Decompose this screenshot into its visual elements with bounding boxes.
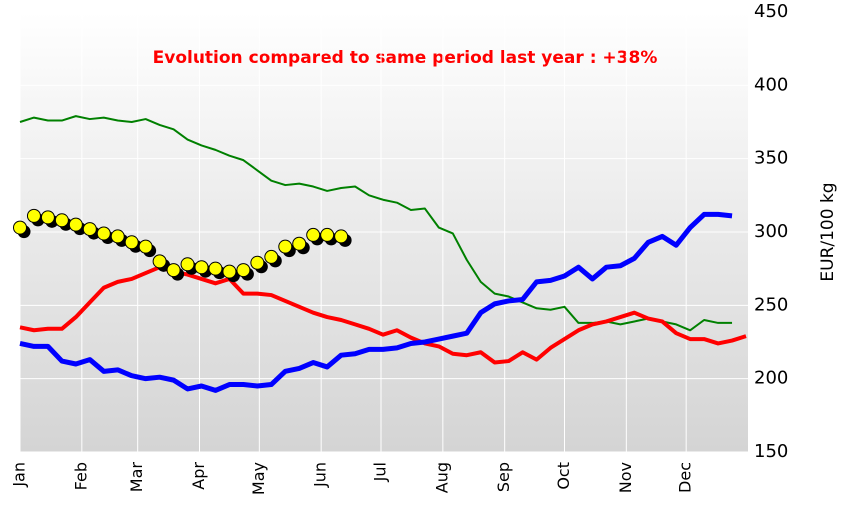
marker — [306, 227, 321, 242]
x-tick-label: Jun — [311, 462, 330, 488]
x-tick-label: Nov — [616, 462, 635, 493]
x-tick-label: Oct — [554, 462, 573, 490]
x-tick-label: Jul — [371, 462, 390, 482]
marker — [96, 226, 111, 241]
marker — [222, 264, 237, 279]
marker — [292, 236, 307, 251]
marker — [152, 254, 167, 269]
annotation: Evolution compared to same period last y… — [153, 48, 658, 68]
marker — [124, 235, 139, 250]
marker — [26, 208, 41, 223]
marker — [82, 222, 97, 237]
marker — [180, 257, 195, 272]
x-tick-label: Aug — [432, 462, 451, 493]
x-tick-label: Apr — [189, 462, 208, 490]
marker — [236, 263, 251, 278]
marker — [54, 213, 69, 228]
x-tick-label: Jan — [10, 462, 29, 488]
y-tick-label: 200 — [754, 368, 788, 389]
marker — [194, 260, 209, 275]
line — [19, 115, 733, 332]
x-tick-label: Dec — [676, 462, 695, 493]
y-tick-label: 450 — [754, 1, 788, 22]
marker — [208, 261, 223, 276]
x-tick-label: Sep — [494, 462, 513, 492]
marker — [320, 227, 335, 242]
marker — [264, 249, 279, 264]
x-tick-label: Feb — [71, 462, 90, 490]
y-tick-label: 400 — [754, 74, 788, 95]
marker — [40, 210, 55, 225]
marker — [278, 239, 293, 254]
marker — [68, 217, 83, 232]
x-tick-label: Mar — [127, 462, 146, 493]
y-tick-label: 350 — [754, 148, 788, 169]
y-axis-label: EUR/100 kg — [818, 182, 838, 281]
y-tick-label: 150 — [754, 441, 788, 462]
marker — [110, 229, 125, 244]
marker — [334, 229, 349, 244]
line — [19, 211, 733, 393]
marker — [166, 263, 181, 278]
line — [19, 265, 747, 365]
marker — [13, 220, 27, 235]
marker — [250, 255, 265, 270]
x-tick-label: May — [249, 462, 268, 495]
y-tick-label: 300 — [754, 221, 788, 242]
marker — [138, 239, 153, 254]
y-tick-label: 250 — [754, 294, 788, 315]
